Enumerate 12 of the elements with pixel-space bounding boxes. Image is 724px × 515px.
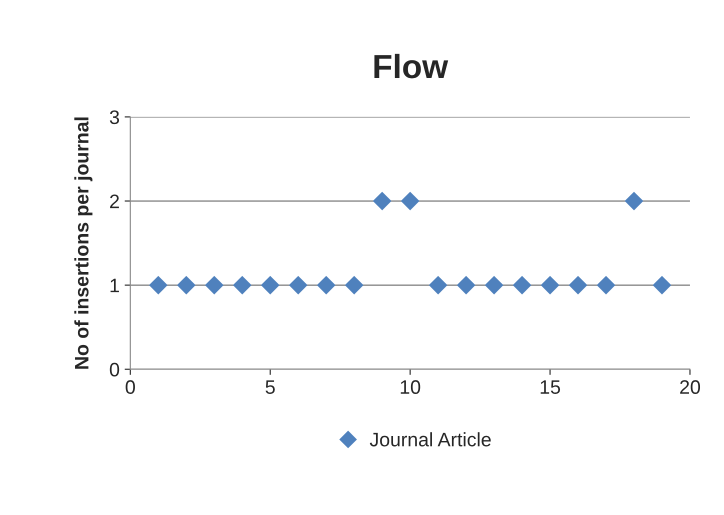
y-axis-title: No of insertions per journal [74,118,92,369]
y-tick-label: 3 [110,110,120,124]
legend-label: Journal Article [370,432,491,446]
y-tick-label: 1 [110,278,119,292]
x-tick-label: 10 [400,380,420,394]
chart-title: Flow [374,54,448,78]
x-tick-label: 20 [680,380,700,394]
y-tick-label: 0 [110,362,120,376]
x-tick-label: 0 [126,380,135,394]
x-tick-label: 5 [266,380,275,394]
x-tick-label: 15 [540,380,560,394]
y-tick-label: 2 [110,194,119,208]
